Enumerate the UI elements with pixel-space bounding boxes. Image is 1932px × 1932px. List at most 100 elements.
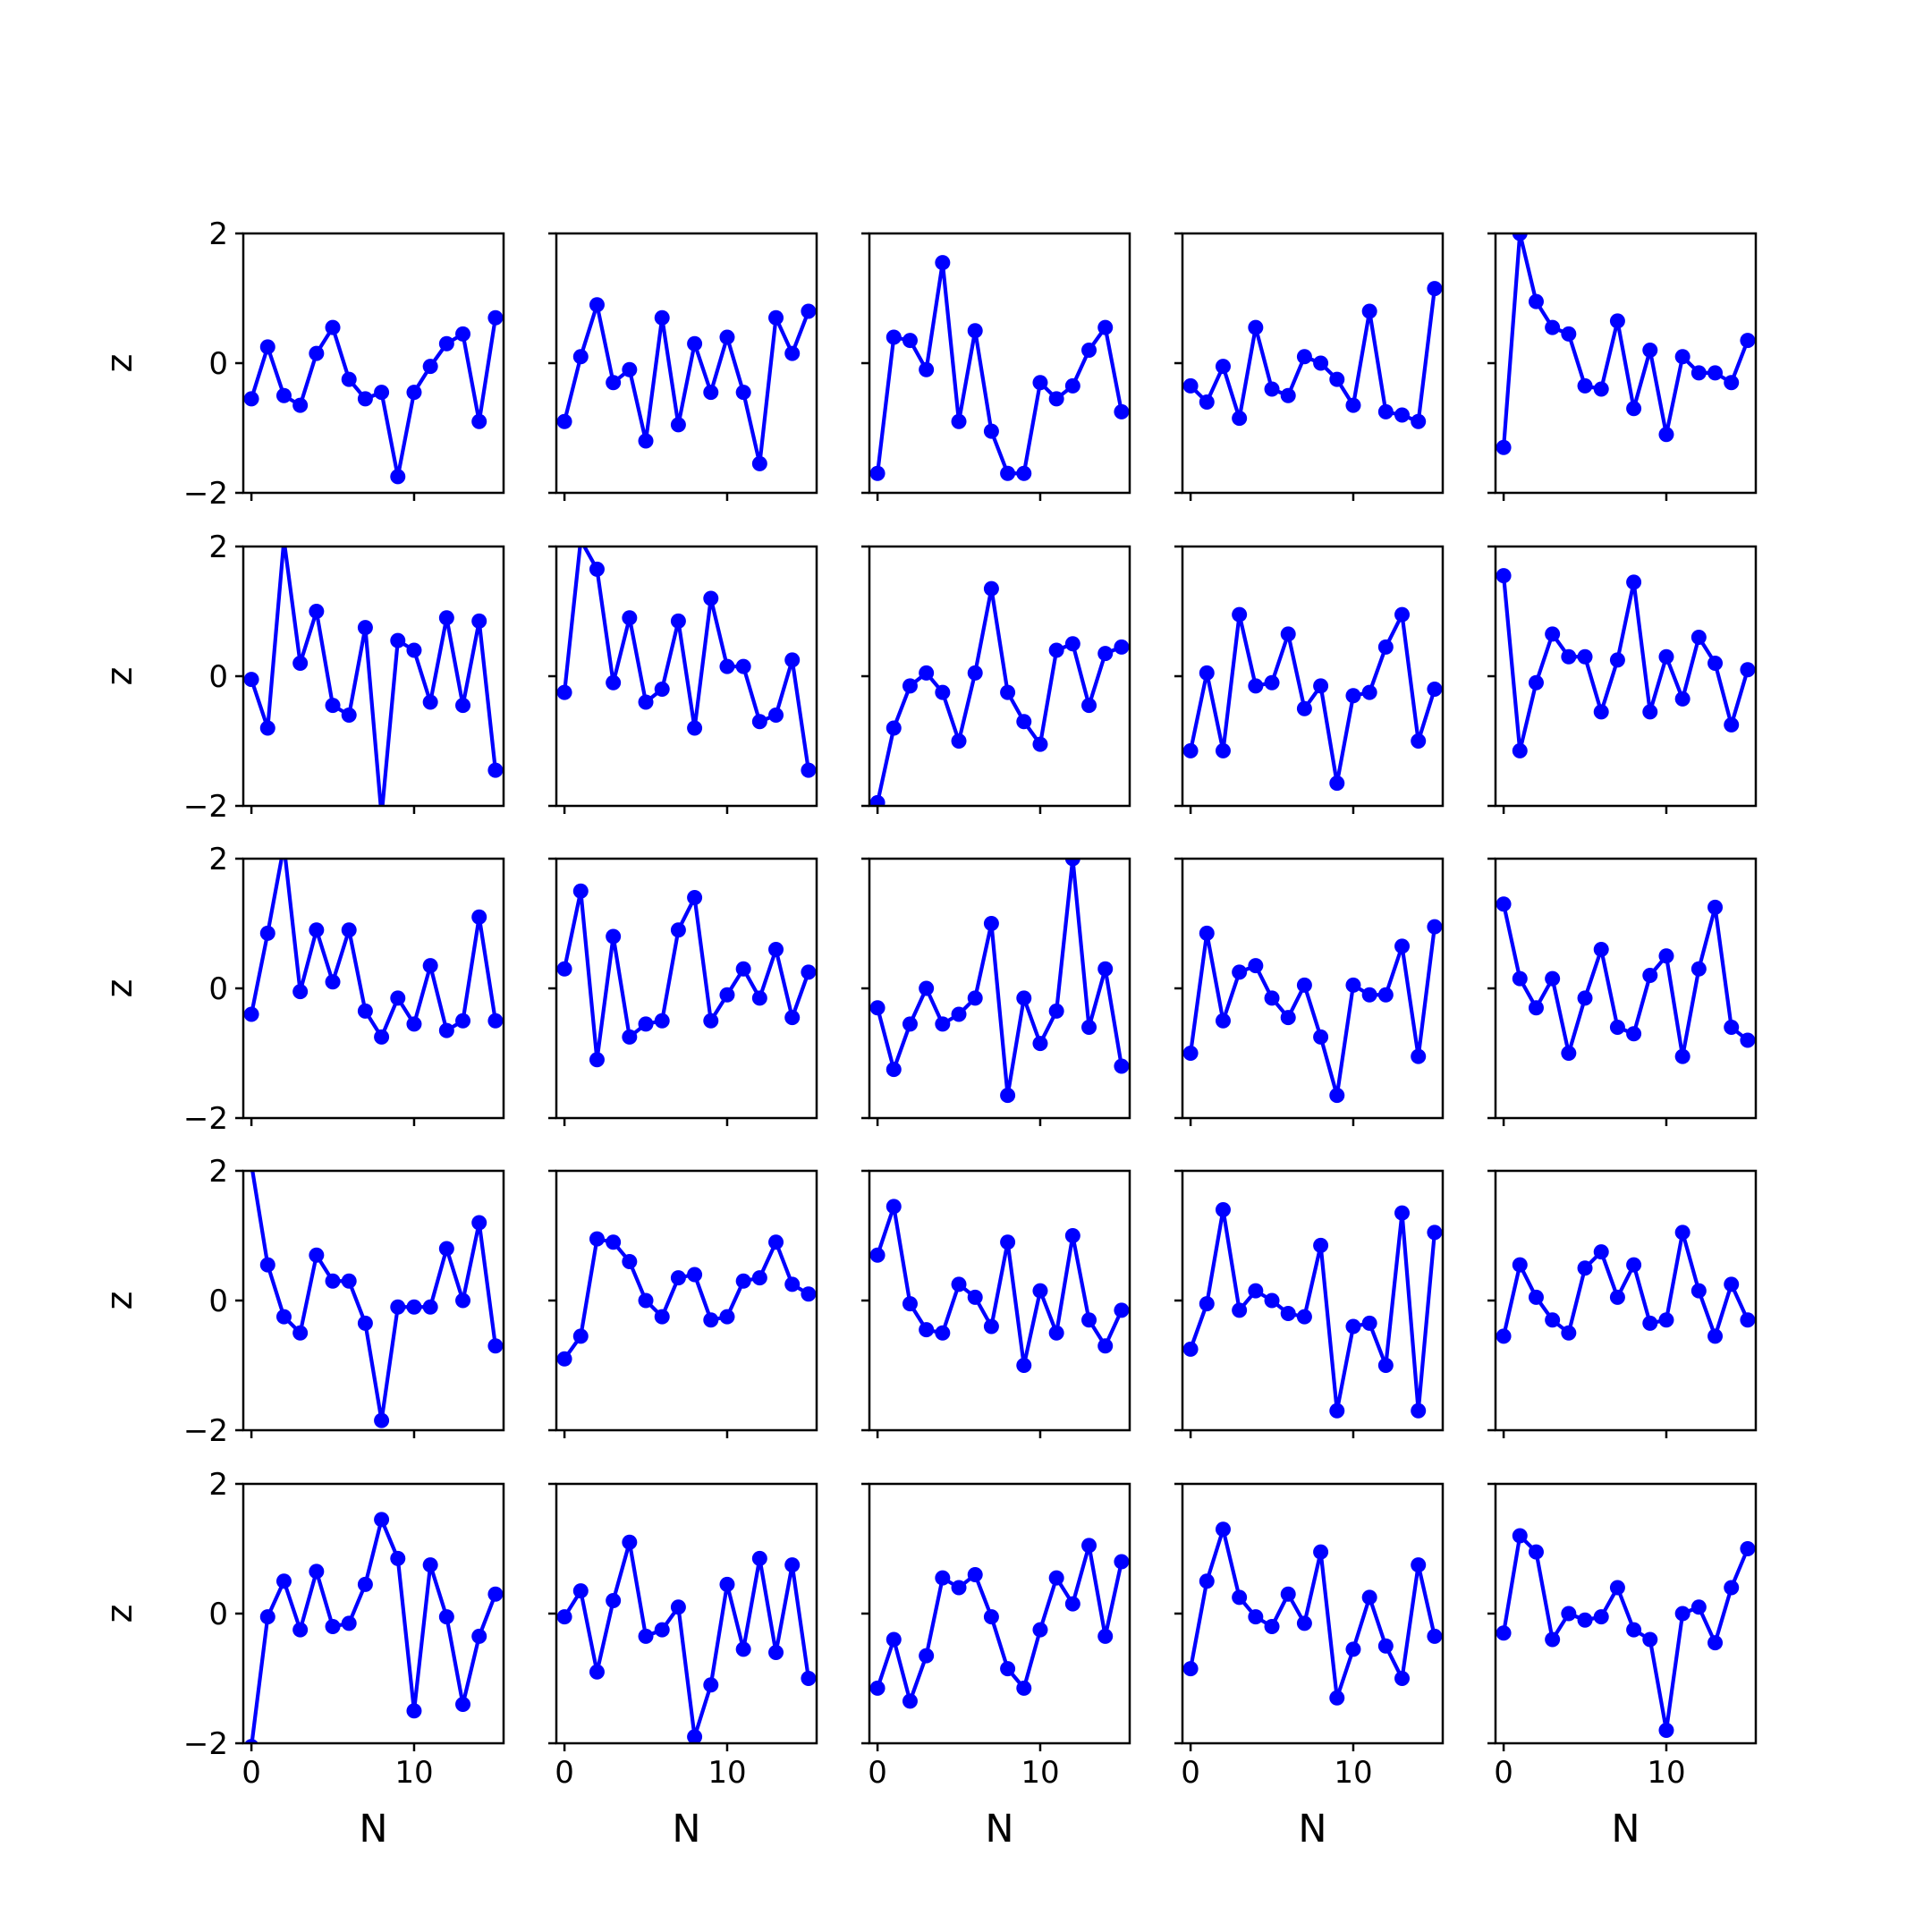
data-point — [1182, 742, 1199, 758]
data-point — [1528, 1000, 1544, 1016]
data-point — [589, 561, 605, 577]
data-point — [1048, 642, 1064, 658]
data-point — [1199, 1573, 1215, 1589]
data-point — [1313, 1029, 1329, 1045]
data-point — [1394, 606, 1411, 623]
data-point — [1215, 1521, 1231, 1538]
data-point — [951, 1006, 967, 1022]
data-point — [1032, 736, 1048, 752]
axes-frame — [242, 545, 505, 808]
data-point — [1545, 970, 1561, 987]
data-point — [1512, 1257, 1528, 1273]
data-point — [390, 469, 406, 485]
subplot-4-2 — [548, 1169, 818, 1438]
data-point — [1377, 1638, 1394, 1654]
y-axis-label: z — [99, 354, 140, 373]
data-point — [357, 391, 373, 407]
data-point — [422, 1557, 438, 1573]
data-series — [243, 309, 504, 485]
data-series — [869, 580, 1130, 806]
data-point — [1561, 326, 1577, 342]
data-point — [654, 1309, 670, 1325]
series-line — [1502, 903, 1750, 1059]
axes-frame — [555, 1169, 818, 1432]
data-point — [1593, 1244, 1609, 1260]
data-point — [1674, 691, 1690, 707]
data-point — [374, 385, 390, 401]
data-point — [1609, 1580, 1625, 1596]
x-tick-label: 0 — [1181, 1755, 1200, 1791]
data-point — [422, 958, 438, 974]
data-point — [1577, 648, 1593, 665]
data-point — [654, 682, 670, 697]
data-point — [1707, 365, 1724, 381]
series-line — [876, 859, 1123, 1097]
data-series — [556, 547, 817, 778]
data-point — [1296, 1615, 1312, 1631]
data-point — [670, 417, 686, 433]
axes-frame — [1181, 857, 1445, 1120]
data-point — [1000, 1088, 1016, 1104]
x-tick-label: 10 — [1021, 1755, 1059, 1791]
data-point — [1740, 1032, 1756, 1048]
data-point — [967, 323, 983, 339]
data-point — [1394, 1671, 1411, 1686]
data-point — [390, 1550, 406, 1566]
data-point — [1064, 636, 1080, 652]
data-point — [309, 345, 325, 361]
y-tick-label: 0 — [208, 1284, 228, 1319]
data-point — [735, 658, 751, 674]
data-point — [276, 838, 292, 853]
data-point — [1313, 678, 1329, 694]
data-point — [1215, 1202, 1231, 1217]
data-point — [1199, 925, 1215, 941]
y-tick-label: −2 — [183, 1101, 228, 1137]
data-point — [1690, 365, 1707, 381]
data-point — [670, 1270, 686, 1286]
series-line — [563, 1540, 810, 1739]
data-point — [1248, 1609, 1264, 1625]
data-point — [1280, 387, 1296, 403]
data-point — [1593, 942, 1609, 957]
data-point — [1361, 684, 1377, 700]
x-axis-label: N — [672, 1807, 700, 1852]
data-point — [1296, 349, 1312, 365]
data-point — [1512, 742, 1528, 758]
data-point — [1561, 1606, 1577, 1622]
subplot-5-1: 0 10 −2 0 2 z N — [99, 1467, 505, 1852]
y-tick-label: 2 — [208, 216, 228, 252]
data-point — [1427, 1224, 1443, 1241]
data-point — [919, 361, 935, 377]
data-point — [455, 1697, 471, 1712]
data-point — [1674, 349, 1690, 365]
data-point — [1114, 1302, 1130, 1318]
data-point — [1296, 1309, 1312, 1325]
data-point — [751, 1550, 767, 1566]
series-line — [876, 260, 1123, 476]
data-point — [1674, 1224, 1690, 1241]
series-line — [1502, 1230, 1750, 1338]
data-point — [1411, 413, 1427, 429]
data-point — [801, 762, 817, 778]
data-point — [1064, 377, 1080, 394]
data-point — [589, 297, 605, 313]
data-point — [292, 984, 309, 1000]
data-point — [1427, 1628, 1443, 1644]
data-point — [1577, 1612, 1593, 1628]
data-point — [719, 1576, 735, 1592]
data-point — [374, 1412, 390, 1428]
data-point — [935, 1570, 951, 1586]
data-point — [406, 1299, 422, 1315]
data-point — [1264, 1619, 1280, 1634]
data-point — [1264, 381, 1280, 397]
data-point — [1329, 371, 1345, 387]
data-point — [869, 1000, 886, 1016]
data-point — [1740, 333, 1756, 349]
data-point — [1658, 1312, 1674, 1328]
data-point — [1280, 1010, 1296, 1026]
data-point — [1032, 1036, 1048, 1052]
y-tick-label: −2 — [183, 789, 228, 825]
data-point — [967, 1289, 983, 1305]
data-point — [935, 1016, 951, 1032]
data-point — [1545, 1631, 1561, 1648]
